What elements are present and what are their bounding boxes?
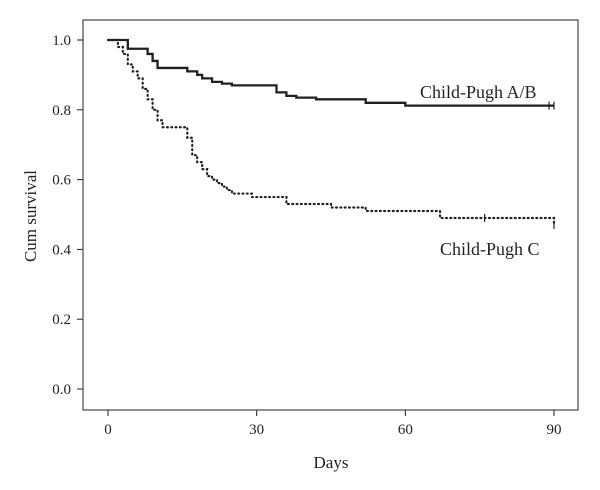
series-label-layer: Child-Pugh A/B Child-Pugh C: [420, 82, 540, 259]
x-tick-label-0: 0: [104, 422, 112, 438]
series-child-pugh-a-b-line: [108, 38, 554, 107]
y-axis: 0.0 0.2 0.4 0.6 0.8 1.0: [52, 33, 83, 398]
y-axis-title: Cum survival: [21, 170, 40, 262]
series-layer: [106, 38, 556, 229]
x-axis: 0 30 60 90: [104, 410, 562, 438]
x-tick-label-60: 60: [398, 422, 413, 438]
series-child-pugh-c-line: [106, 38, 556, 227]
y-tick-label-0-6: 0.6: [52, 173, 71, 189]
y-tick-label-0-4: 0.4: [52, 242, 71, 258]
x-tick-label-90: 90: [547, 422, 562, 438]
plot-frame: [82, 19, 579, 411]
y-tick-label-0-2: 0.2: [52, 312, 71, 328]
x-tick-label-30: 30: [249, 422, 264, 438]
y-tick-label-1-0: 1.0: [52, 33, 71, 49]
series-label-child-pugh-c: Child-Pugh C: [440, 239, 540, 259]
series-label-child-pugh-a-b: Child-Pugh A/B: [420, 82, 537, 102]
y-tick-label-0-8: 0.8: [52, 103, 71, 119]
x-axis-title: Days: [314, 453, 349, 472]
y-tick-label-0-0: 0.0: [52, 382, 71, 398]
